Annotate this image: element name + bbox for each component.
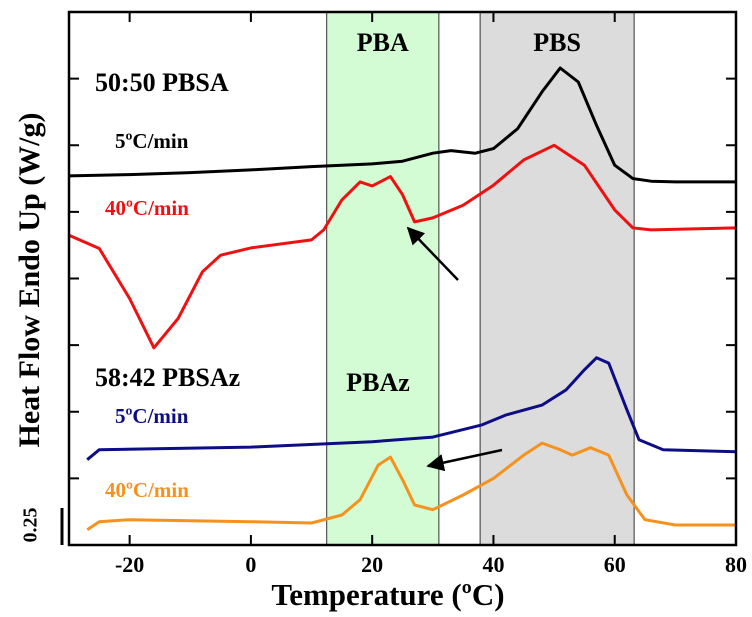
series-label: 40ºC/min: [105, 196, 189, 220]
x-axis-title: Temperature (ºC): [271, 577, 504, 612]
line: [86, 356, 737, 461]
scale-label: 0.25: [20, 508, 42, 543]
x-tick-label: 60: [604, 552, 626, 577]
x-tick-label: 40: [482, 552, 504, 577]
line: [68, 66, 736, 184]
x-tick-label: 0: [245, 552, 256, 577]
line: [68, 143, 737, 350]
x-tick-label: 80: [725, 552, 747, 577]
y-axis-title: Heat Flow Endo Up (W/g): [13, 112, 46, 447]
shaded-region: [326, 11, 440, 546]
annotation: 58:42 PBSAz: [95, 363, 240, 392]
series-label: 5ºC/min: [115, 404, 189, 428]
x-tick-label: 20: [361, 552, 383, 577]
series-label: 5ºC/min: [115, 129, 189, 153]
shaded-region: [479, 11, 635, 546]
arrow: [406, 226, 459, 281]
series-label: 40ºC/min: [105, 478, 189, 502]
annotation: 50:50 PBSA: [95, 68, 229, 97]
region-label: PBA: [357, 28, 409, 57]
annotation: PBAz: [346, 368, 410, 397]
arrow: [426, 448, 503, 472]
line: [86, 441, 736, 531]
region-label: PBS: [533, 28, 581, 57]
x-tick-label: -20: [115, 552, 144, 577]
